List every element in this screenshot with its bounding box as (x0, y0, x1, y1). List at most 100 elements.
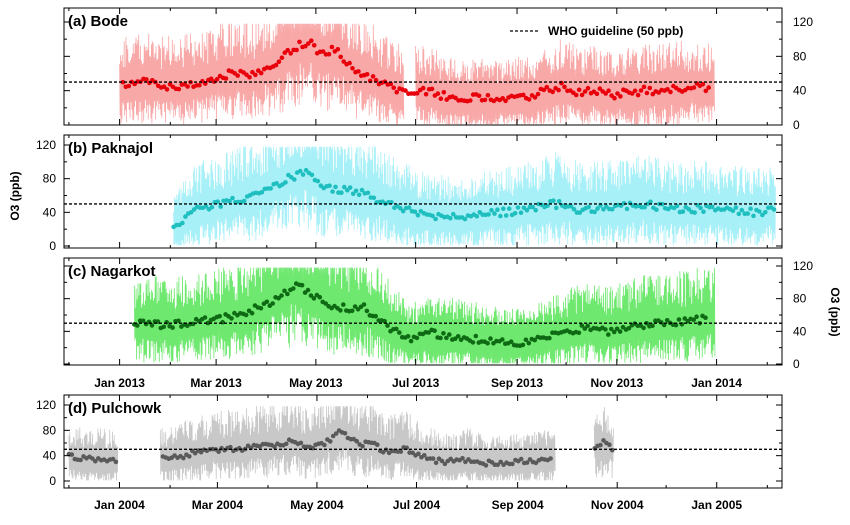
daily-mean-point (535, 91, 541, 97)
daily-mean-point (333, 184, 338, 190)
daily-mean-point (187, 454, 192, 459)
daily-mean-point (356, 192, 362, 198)
daily-mean-point (500, 337, 505, 342)
daily-mean-point (495, 462, 501, 468)
daily-mean-point (388, 81, 394, 87)
daily-mean-point (532, 337, 537, 343)
daily-mean-point (694, 314, 699, 320)
daily-mean-point (548, 456, 553, 461)
daily-mean-point (594, 91, 600, 97)
daily-mean-point (329, 44, 335, 50)
daily-mean-point (745, 211, 750, 216)
daily-mean-point (176, 86, 182, 92)
daily-mean-point (541, 87, 547, 93)
daily-mean-point (665, 87, 670, 92)
daily-mean-point (335, 47, 341, 52)
text-layer: 0 40 80 120 (a) Bode 0 40 80 120 (b) Paknajol 0 40 8… (8, 13, 842, 512)
daily-mean-point (460, 456, 465, 461)
daily-mean-point (322, 442, 327, 448)
daily-mean-point (415, 91, 420, 96)
daily-mean-point (520, 342, 526, 348)
y-tick-label: 0 (49, 474, 56, 488)
hourly-lines-layer (68, 23, 776, 481)
daily-mean-point (624, 206, 630, 212)
daily-mean-point (550, 89, 555, 95)
daily-mean-point (585, 323, 590, 329)
daily-mean-point (400, 208, 406, 214)
daily-mean-point (733, 205, 739, 210)
daily-mean-point (214, 77, 220, 82)
daily-mean-point (518, 456, 524, 462)
daily-mean-point (595, 206, 600, 211)
daily-mean-point (110, 456, 116, 462)
daily-mean-point (426, 330, 432, 335)
daily-mean-point (760, 212, 765, 218)
daily-mean-point (618, 94, 623, 99)
daily-mean-point (601, 207, 606, 212)
y-tick-label: 120 (793, 259, 813, 273)
daily-mean-point (648, 199, 653, 205)
daily-mean-point (359, 187, 365, 193)
daily-mean-point (447, 332, 452, 337)
x-tick-label: May 2013 (289, 376, 343, 390)
daily-mean-point (299, 282, 305, 288)
panel-frame (63, 394, 783, 489)
panel-title-d: (d) Pulchowk (68, 400, 162, 417)
daily-mean-point (429, 86, 435, 92)
daily-mean-point (676, 317, 682, 322)
hourly-series-b-1 (173, 146, 776, 246)
daily-mean-point (647, 85, 653, 91)
daily-mean-point (654, 207, 659, 212)
x-tick-label: Nov 2013 (590, 376, 643, 390)
daily-mean-point (442, 461, 448, 467)
daily-mean-point (582, 326, 588, 331)
daily-mean-point (641, 84, 647, 90)
daily-mean-point (610, 447, 615, 453)
daily-mean-point (533, 207, 538, 213)
daily-mean-point (339, 190, 344, 195)
daily-mean-point (736, 211, 742, 217)
daily-mean-point (180, 220, 185, 226)
panel-title-c: (c) Nagarkot (68, 263, 156, 280)
daily-mean-point (309, 172, 315, 178)
daily-mean-point (347, 60, 352, 66)
daily-mean-point (208, 76, 214, 82)
daily-mean-point (360, 444, 365, 449)
daily-mean-point (140, 318, 146, 324)
daily-mean-point (739, 207, 745, 213)
daily-mean-point (510, 461, 515, 467)
hourly-series-d-2 (159, 406, 556, 481)
daily-mean-point (250, 69, 255, 75)
daily-mean-point (614, 326, 620, 332)
daily-mean-point (354, 438, 360, 444)
daily-mean-point (635, 92, 641, 98)
daily-mean-point (495, 207, 500, 212)
daily-mean-point (272, 444, 277, 450)
daily-mean-point (415, 212, 421, 218)
daily-mean-point (501, 206, 506, 211)
daily-mean-point (512, 211, 518, 216)
daily-mean-point (229, 316, 234, 321)
daily-mean-point (320, 49, 326, 54)
daily-mean-point (476, 93, 482, 99)
daily-mean-point (285, 47, 291, 53)
daily-mean-point (264, 299, 270, 305)
daily-mean-point (412, 209, 418, 215)
daily-mean-point (394, 89, 400, 95)
daily-mean-point (526, 97, 532, 102)
daily-mean-point (532, 95, 538, 100)
panel-frames-layer (63, 7, 783, 489)
daily-mean-point (682, 316, 688, 321)
daily-mean-point (691, 317, 696, 323)
daily-mean-point (468, 98, 473, 103)
daily-mean-point (638, 88, 644, 93)
daily-mean-point (414, 335, 420, 341)
daily-mean-point (503, 98, 508, 104)
daily-mean-point (554, 205, 559, 211)
daily-mean-point (730, 208, 736, 214)
daily-mean-point (126, 83, 132, 89)
daily-mean-point (227, 198, 232, 204)
daily-mean-point (526, 340, 532, 346)
daily-mean-point (489, 207, 494, 213)
x-tick-label: Jan 2013 (94, 376, 145, 390)
